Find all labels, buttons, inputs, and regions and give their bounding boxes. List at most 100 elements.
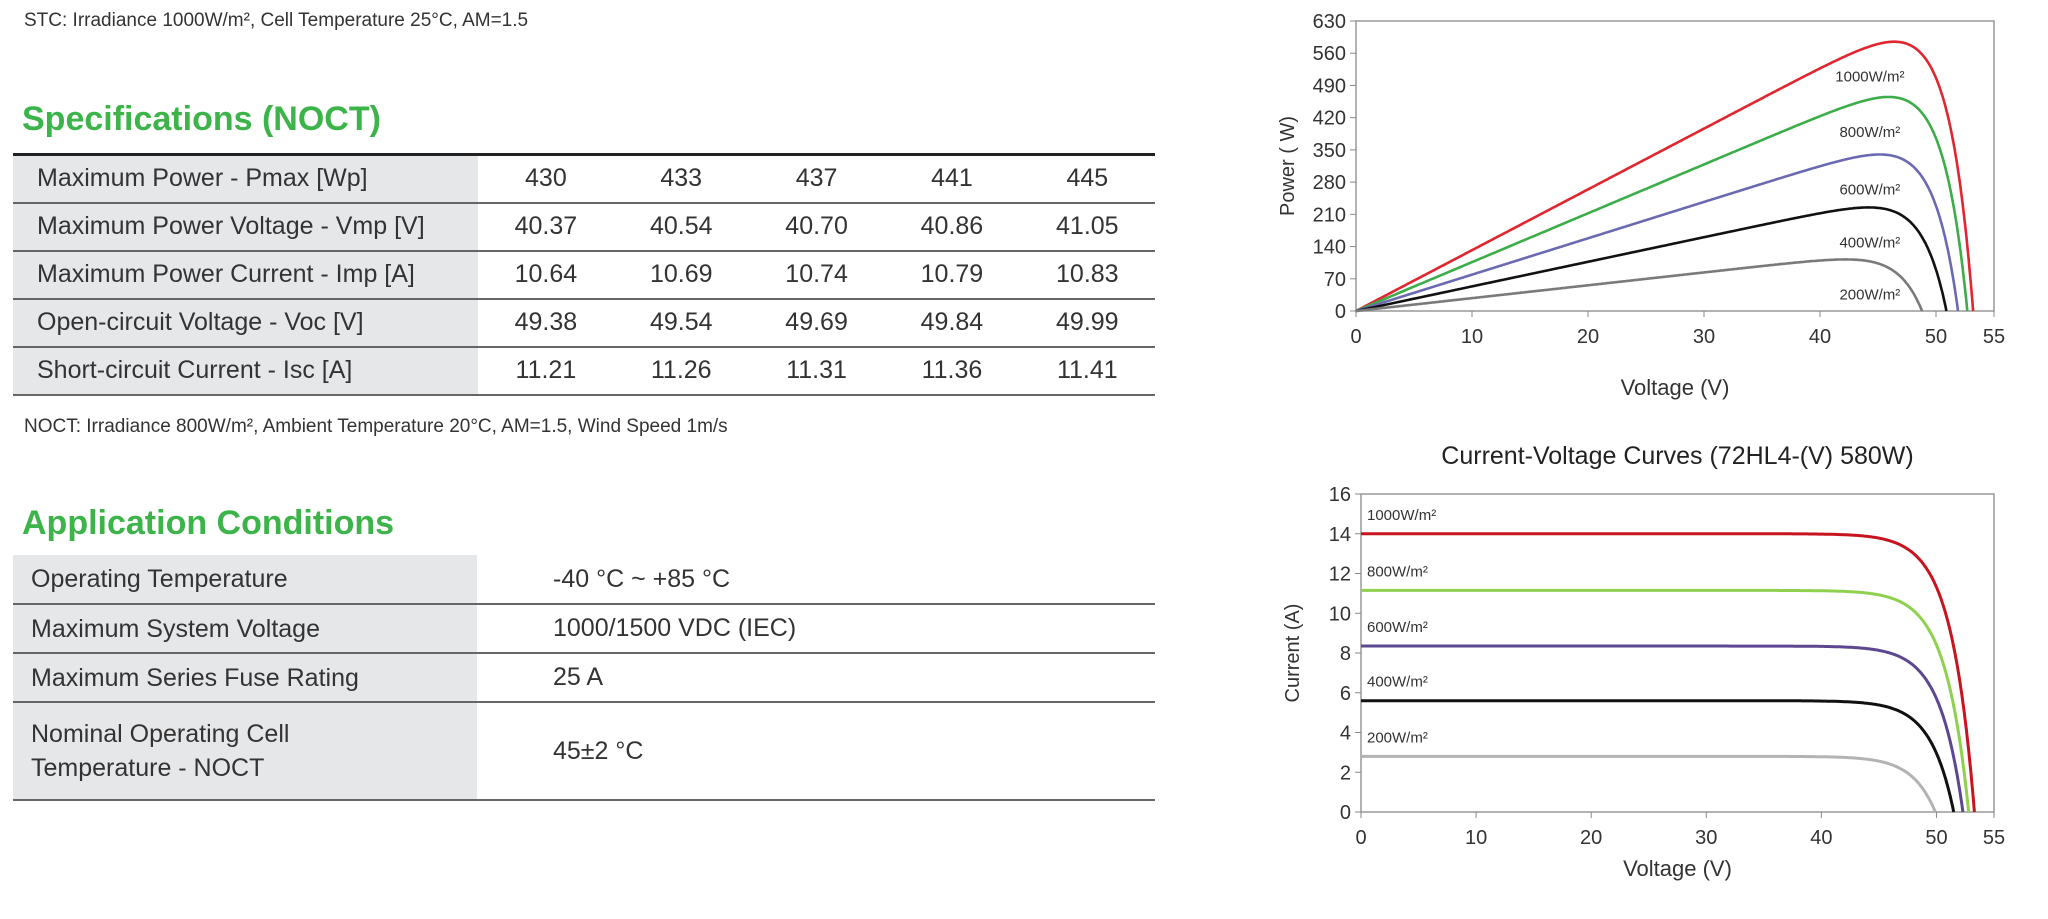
- power-voltage-chart: 0 10 20 30 40 50 55 0 70 140 210 280 350 420 490 560 630…: [1277, 11, 2005, 400]
- spec-value: 40.86: [884, 202, 1020, 252]
- x-tick-label: 0: [1355, 827, 1366, 849]
- curve-label: 800W/m²: [1367, 563, 1428, 580]
- curve-label: 200W/m²: [1839, 286, 1900, 303]
- spec-value: 40.37: [478, 202, 614, 252]
- spec-value: 441: [884, 154, 1020, 204]
- spec-row: Short-circuit Current - Isc [A] 11.21 11.2…: [13, 346, 1155, 396]
- condition-value: 25 A: [477, 653, 1155, 703]
- noct-section-title: Specifications (NOCT): [22, 100, 381, 138]
- y-tick-label: 14: [1329, 524, 1351, 546]
- noct-note: NOCT: Irradiance 800W/m², Ambient Temper…: [24, 416, 728, 437]
- current-curve-800: [1361, 588, 1971, 813]
- y-tick-label: 2: [1340, 762, 1351, 784]
- y-tick-label: 140: [1313, 237, 1346, 259]
- application-conditions-table: Operating Temperature -40 °C ~ +85 °C Maxi…: [13, 555, 1155, 801]
- condition-value: -40 °C ~ +85 °C: [477, 555, 1155, 605]
- spec-value: 41.05: [1019, 202, 1155, 252]
- application-conditions-title: Application Conditions: [22, 504, 395, 542]
- spec-value: 40.70: [748, 202, 885, 252]
- power-curve-600: [1355, 153, 1960, 313]
- spec-value: 10.64: [478, 250, 614, 300]
- spec-row: Maximum Power Voltage - Vmp [V] 40.37 40.5…: [13, 202, 1155, 252]
- noct-spec-table: Maximum Power - Pmax [Wp] 430 433 437 441 445…: [13, 153, 1155, 396]
- spec-value: 10.69: [613, 250, 749, 300]
- curve-label: 400W/m²: [1839, 234, 1900, 251]
- spec-value: 40.54: [613, 202, 749, 252]
- y-tick-label: 490: [1313, 75, 1346, 97]
- y-tick-label: 16: [1329, 484, 1351, 506]
- y-axis-label: Power ( W): [1277, 116, 1299, 216]
- spec-value: 11.36: [884, 346, 1020, 396]
- curve-label: 200W/m²: [1367, 729, 1428, 746]
- spec-value: 49.84: [884, 298, 1020, 348]
- plot-frame: [1360, 493, 1995, 813]
- y-tick-label: 630: [1313, 11, 1346, 33]
- spec-label: Maximum Power Voltage - Vmp [V]: [13, 202, 479, 252]
- curve-label: 600W/m²: [1367, 619, 1428, 636]
- spec-value: 49.54: [613, 298, 749, 348]
- x-axis-label: Voltage (V): [1621, 375, 1730, 400]
- x-tick-label: 50: [1925, 827, 1947, 849]
- y-tick-label: 280: [1313, 172, 1346, 194]
- curve-label: 1000W/m²: [1367, 507, 1436, 524]
- chart-title: Current-Voltage Curves (72HL4-(V) 580W): [1441, 442, 1913, 470]
- current-voltage-chart: Current-Voltage Curves (72HL4-(V) 580W) 0…: [1282, 442, 2005, 881]
- spec-label: Maximum Power - Pmax [Wp]: [13, 154, 479, 204]
- y-tick-label: 0: [1335, 301, 1346, 323]
- spec-row: Open-circuit Voltage - Voc [V] 49.38 49.54…: [13, 298, 1155, 348]
- y-tick-label: 4: [1340, 723, 1351, 745]
- condition-label: Maximum System Voltage: [13, 604, 477, 654]
- spec-value: 11.21: [478, 346, 614, 396]
- y-axis-label: Current (A): [1282, 604, 1304, 703]
- condition-label: Nominal Operating Cell Temperature - NOC…: [13, 702, 477, 801]
- power-curve-800: [1355, 95, 1969, 313]
- x-tick-label: 55: [1983, 326, 2005, 348]
- current-curve-400: [1361, 699, 1956, 813]
- spec-label: Short-circuit Current - Isc [A]: [13, 346, 479, 396]
- y-tick-label: 8: [1340, 643, 1351, 665]
- y-tick-label: 210: [1313, 204, 1346, 226]
- x-tick-label: 30: [1693, 326, 1715, 348]
- condition-row: Operating Temperature -40 °C ~ +85 °C: [13, 555, 1155, 605]
- condition-value: 45±2 °C: [477, 702, 1155, 801]
- condition-label: Maximum Series Fuse Rating: [13, 653, 477, 703]
- x-axis-label: Voltage (V): [1623, 856, 1732, 881]
- power-curve-1000: [1355, 40, 1975, 313]
- x-tick-label: 50: [1925, 326, 1947, 348]
- y-tick-label: 0: [1340, 802, 1351, 824]
- condition-row: Nominal Operating Cell Temperature - NOC…: [13, 702, 1155, 801]
- x-tick-label: 20: [1577, 326, 1599, 348]
- spec-value: 433: [613, 154, 749, 204]
- stc-note: STC: Irradiance 1000W/m², Cell Temperatu…: [24, 10, 529, 31]
- curve-label: 1000W/m²: [1835, 69, 1904, 86]
- spec-value: 10.74: [748, 250, 885, 300]
- x-tick-label: 30: [1695, 827, 1717, 849]
- plot-frame: [1355, 20, 1995, 312]
- x-tick-label: 10: [1465, 827, 1487, 849]
- spec-value: 10.79: [884, 250, 1020, 300]
- y-tick-label: 420: [1313, 108, 1346, 130]
- spec-value: 10.83: [1019, 250, 1155, 300]
- x-tick-label: 0: [1350, 326, 1361, 348]
- spec-row: Maximum Power - Pmax [Wp] 430 433 437 441 445: [13, 154, 1155, 204]
- spec-value: 430: [478, 154, 614, 204]
- spec-label: Maximum Power Current - Imp [A]: [13, 250, 479, 300]
- spec-row: Maximum Power Current - Imp [A] 10.64 10.6…: [13, 250, 1155, 300]
- x-tick-label: 10: [1461, 326, 1483, 348]
- y-tick-label: 10: [1329, 603, 1351, 625]
- power-curve-200: [1355, 258, 1924, 313]
- condition-label: Operating Temperature: [13, 555, 477, 605]
- x-tick-label: 40: [1809, 326, 1831, 348]
- y-tick-label: 350: [1313, 140, 1346, 162]
- curve-label: 600W/m²: [1839, 181, 1900, 198]
- x-tick-label: 55: [1983, 827, 2005, 849]
- curve-label: 400W/m²: [1367, 674, 1428, 691]
- current-curve-600: [1361, 644, 1965, 813]
- current-curve-1000: [1361, 532, 1976, 813]
- curve-label: 800W/m²: [1839, 124, 1900, 141]
- spec-value: 49.69: [748, 298, 885, 348]
- y-tick-label: 12: [1329, 564, 1351, 586]
- spec-value: 445: [1019, 154, 1155, 204]
- spec-value: 11.41: [1019, 346, 1155, 396]
- spec-value: 49.99: [1019, 298, 1155, 348]
